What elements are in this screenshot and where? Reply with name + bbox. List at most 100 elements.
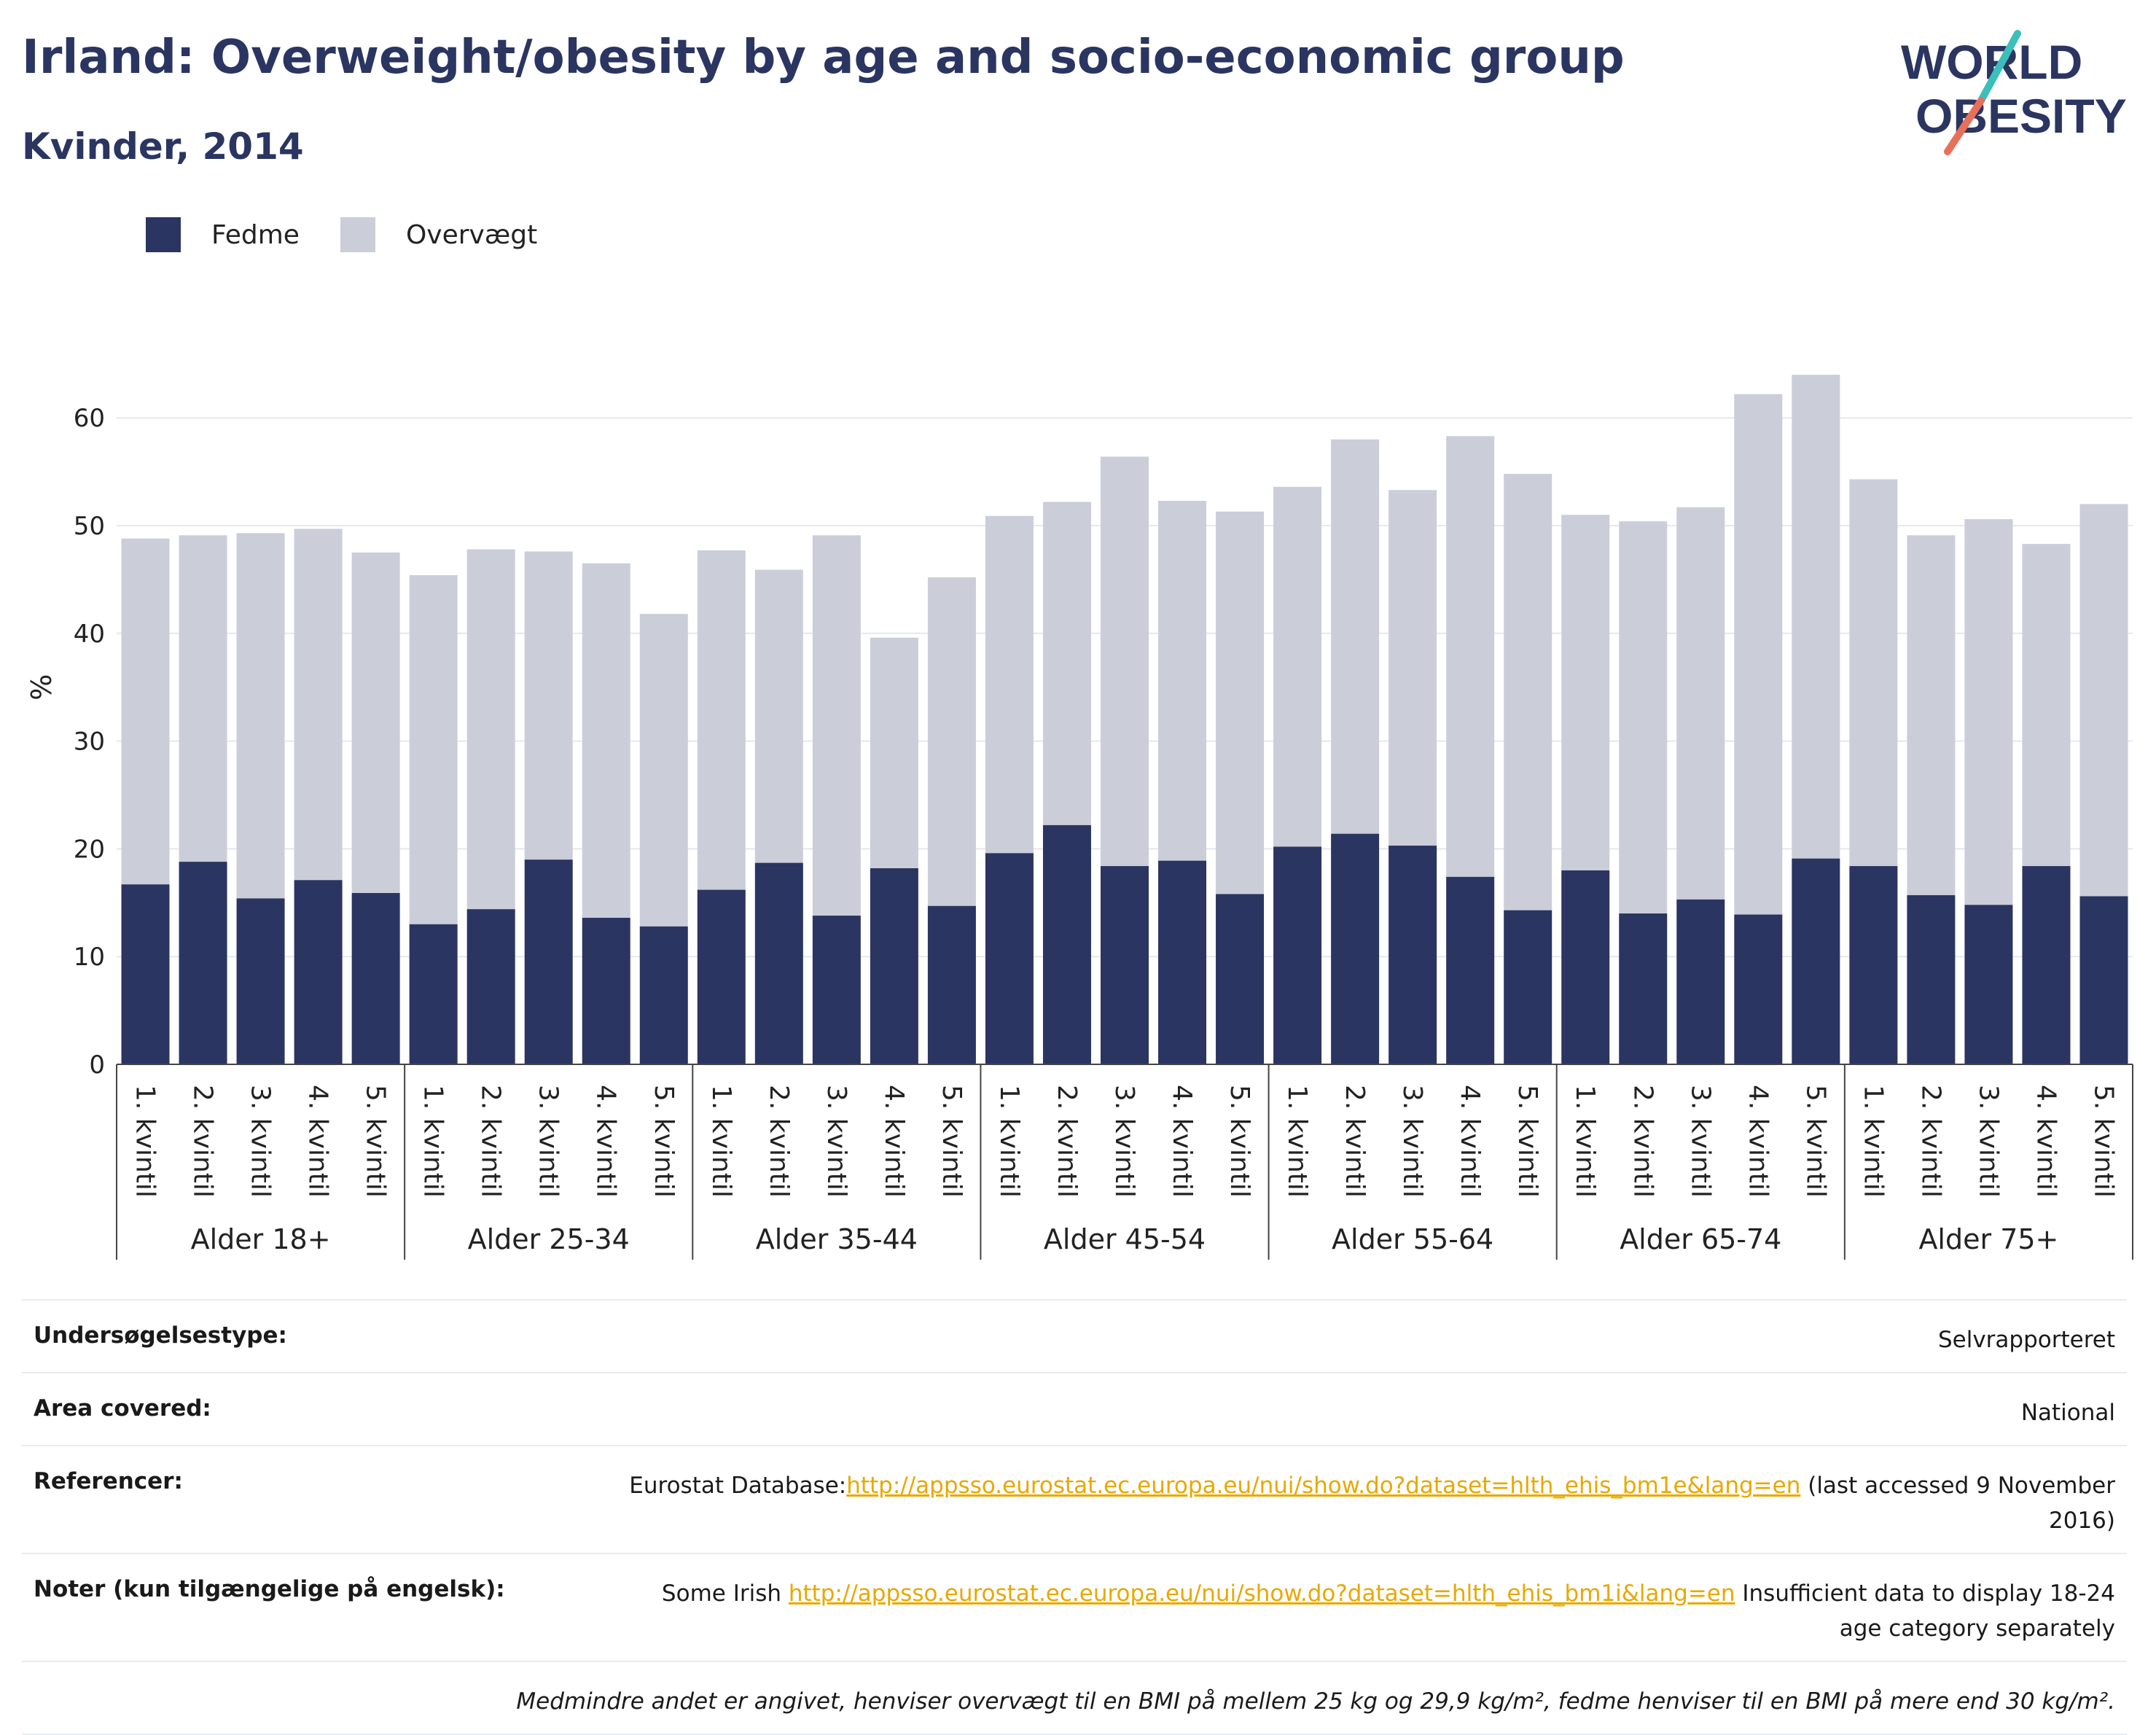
reference-link[interactable]: http://appsso.eurostat.ec.europa.eu/nui/… [846, 1473, 1801, 1500]
x-tick-label: 2. kvintil [476, 1085, 506, 1198]
x-tick-label: 1. kvintil [706, 1085, 736, 1198]
bar-fedme [409, 924, 458, 1064]
bar-fedme [582, 917, 630, 1064]
legend-swatch-fedme [146, 217, 181, 252]
bar-fedme [1792, 858, 1840, 1064]
info-value: Selvrapporteret [1937, 1327, 2115, 1353]
y-tick-label: 10 [74, 943, 105, 972]
x-group-label: Alder 55-64 [1332, 1223, 1493, 1255]
x-tick-label: 4. kvintil [303, 1085, 333, 1198]
bar-overvaegt [1504, 474, 1552, 911]
bar-overvaegt [121, 538, 170, 885]
x-tick-label: 5. kvintil [2088, 1085, 2118, 1198]
bar-overvaegt [1792, 375, 1840, 859]
x-tick-label: 5. kvintil [937, 1085, 966, 1198]
bar-overvaegt [236, 533, 285, 899]
bar-fedme [1964, 905, 2013, 1064]
x-tick-label: 2. kvintil [1915, 1085, 1945, 1198]
bar-fedme [524, 859, 573, 1064]
bar-fedme [1388, 845, 1437, 1064]
chart-title: Irland: Overweight/obesity by age and so… [22, 31, 1625, 85]
bar-fedme [1273, 846, 1322, 1064]
bar-fedme [121, 884, 170, 1064]
x-tick-label: 3. kvintil [534, 1085, 563, 1198]
bar-overvaegt [351, 552, 400, 893]
x-group-label: Alder 45-54 [1044, 1223, 1206, 1255]
bar-fedme [351, 892, 400, 1064]
x-tick-label: 2. kvintil [188, 1085, 218, 1198]
bar-overvaegt [812, 535, 861, 916]
bar-fedme [294, 880, 343, 1064]
legend-label-overvaegt: Overvægt [405, 219, 538, 250]
bar-overvaegt [524, 551, 573, 860]
info-row-footnote: Medmindre andet er angivet, henviser ove… [22, 1661, 2127, 1735]
x-tick-label: 4. kvintil [1743, 1085, 1773, 1198]
info-row-survey-type: Undersøgelsestype: Selvrapporteret [22, 1299, 2127, 1372]
bar-overvaegt [466, 549, 515, 910]
info-row-notes: Noter (kun tilgængelige på engelsk): Som… [22, 1553, 2127, 1661]
bar-overvaegt [1849, 479, 1898, 867]
bar-overvaegt [1734, 394, 1783, 915]
bar-overvaegt [927, 577, 976, 906]
info-value: Some Irish http://appsso.eurostat.ec.eur… [621, 1576, 2115, 1646]
bar-fedme [1042, 824, 1091, 1064]
x-tick-label: 5. kvintil [1512, 1085, 1542, 1198]
bar-overvaegt [2079, 504, 2128, 897]
x-tick-label: 4. kvintil [2031, 1085, 2061, 1198]
bar-overvaegt [1158, 501, 1207, 861]
bar-fedme [927, 905, 976, 1064]
bar-fedme [1216, 894, 1265, 1064]
chart-legend: Fedme Overvægt [146, 216, 578, 254]
bar-fedme [1101, 866, 1149, 1064]
bar-overvaegt [1446, 436, 1495, 877]
bar-fedme [1561, 870, 1610, 1064]
bar-overvaegt [1273, 486, 1322, 847]
world-obesity-logo: WORLD OBESITY [1901, 30, 2127, 155]
info-row-references: Referencer: Eurostat Database:http://app… [22, 1445, 2127, 1553]
logo-slash-teal [1977, 30, 2021, 104]
bar-overvaegt [870, 637, 918, 869]
reference-prefix: Eurostat Database: [629, 1473, 847, 1500]
x-tick-label: 4. kvintil [591, 1085, 621, 1198]
bar-overvaegt [2022, 544, 2071, 867]
bar-overvaegt [1964, 519, 2013, 905]
bar-fedme [1504, 910, 1552, 1064]
x-tick-label: 2. kvintil [1340, 1085, 1370, 1198]
info-label: Referencer: [34, 1468, 183, 1495]
bar-overvaegt [1676, 507, 1725, 900]
logo-slash-coral [1944, 97, 1985, 155]
x-tick-label: 1. kvintil [130, 1085, 160, 1198]
y-tick-label: 50 [74, 512, 105, 541]
bar-overvaegt [985, 515, 1034, 854]
notes-suffix: Insufficient data to display 18-24 age c… [1735, 1580, 2115, 1642]
bar-fedme [1619, 913, 1668, 1064]
bar-overvaegt [1388, 490, 1437, 846]
info-label: Undersøgelsestype: [34, 1322, 287, 1349]
bar-fedme [812, 916, 861, 1064]
y-tick-label: 20 [74, 835, 105, 864]
bar-fedme [1446, 876, 1495, 1064]
info-table: Undersøgelsestype: Selvrapporteret Area … [22, 1299, 2127, 1735]
bar-overvaegt [179, 535, 227, 862]
bar-overvaegt [409, 574, 458, 924]
x-tick-label: 4. kvintil [1167, 1085, 1197, 1198]
bar-fedme [236, 898, 285, 1064]
footnote-text: Medmindre andet er angivet, henviser ove… [516, 1688, 2115, 1715]
notes-link[interactable]: http://appsso.eurostat.ec.europa.eu/nui/… [788, 1580, 1735, 1607]
x-tick-label: 2. kvintil [1628, 1085, 1657, 1198]
y-tick-label: 60 [74, 404, 105, 433]
x-tick-label: 5. kvintil [361, 1085, 391, 1198]
bar-overvaegt [582, 563, 630, 918]
info-value: National [2020, 1400, 2115, 1427]
x-group-label: Alder 25-34 [468, 1223, 630, 1255]
bar-fedme [870, 868, 918, 1064]
notes-prefix: Some Irish [661, 1580, 789, 1607]
x-tick-label: 4. kvintil [879, 1085, 909, 1198]
bar-fedme [1734, 914, 1783, 1064]
bar-overvaegt [754, 569, 803, 863]
bar-fedme [697, 889, 746, 1064]
bar-fedme [985, 853, 1034, 1064]
bar-fedme [1158, 860, 1207, 1064]
bar-overvaegt [1561, 515, 1610, 870]
info-value: Eurostat Database:http://appsso.eurostat… [621, 1468, 2115, 1538]
